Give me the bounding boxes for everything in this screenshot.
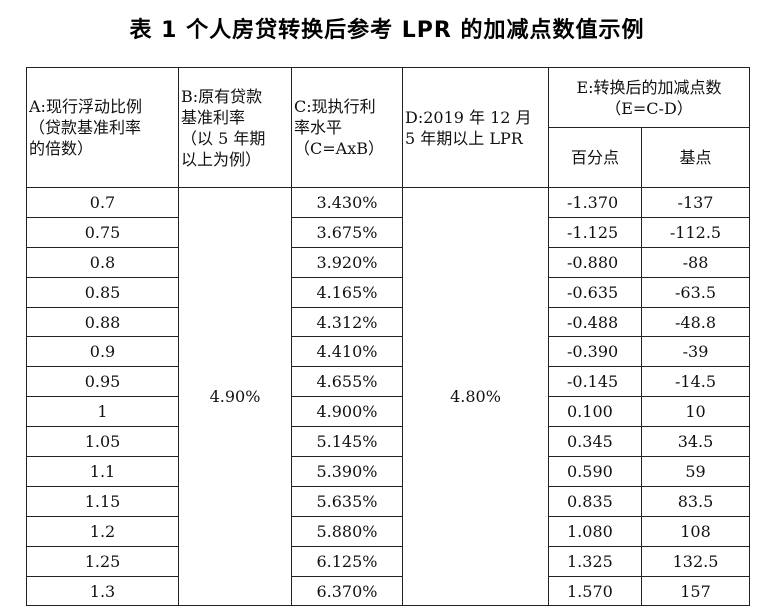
table-title: 表 1 个人房贷转换后参考 LPR 的加减点数值示例 bbox=[129, 18, 645, 43]
table-row: 0.95 4.655% -0.145 -14.5 bbox=[26, 366, 751, 398]
table-row: 0.7 4.90% 3.430% 4.80% -1.370 -137 bbox=[26, 186, 751, 607]
float-ratio-cell: 1.25 bbox=[26, 545, 179, 577]
table-row: 0.88 4.312% -0.488 -48.8 bbox=[26, 306, 751, 338]
percentage-points-cell: 0.345 bbox=[548, 426, 642, 458]
header-december-lpr: D:2019 年 12 月 5 年期以上 LPR bbox=[402, 67, 549, 188]
percentage-points-cell: 0.590 bbox=[548, 456, 642, 487]
current-rate-cell: 4.165% bbox=[291, 276, 403, 308]
percentage-points-cell: -1.125 bbox=[548, 216, 642, 248]
float-ratio-cell: 0.7 bbox=[26, 187, 179, 218]
basis-points-cell: 132.5 bbox=[640, 545, 751, 577]
current-rate-cell: 5.145% bbox=[291, 426, 403, 458]
current-rate-cell: 3.430% bbox=[291, 187, 403, 218]
percentage-points-cell: -0.880 bbox=[548, 246, 642, 278]
percentage-points-cell: -1.370 bbox=[548, 187, 642, 218]
current-rate-cell: 5.880% bbox=[291, 515, 403, 547]
base-rate-cell: 4.90% bbox=[178, 186, 292, 607]
header-basis-points: 基点 bbox=[640, 127, 751, 188]
basis-points-cell: -14.5 bbox=[640, 366, 751, 398]
table-row: 1.3 6.370% 1.570 157 bbox=[26, 575, 751, 607]
header-original-base-rate: B:原有贷款 基准利率 （以 5 年期 以上为例） bbox=[178, 67, 292, 188]
percentage-points-cell: -0.145 bbox=[548, 366, 642, 398]
basis-points-cell: -88 bbox=[640, 246, 751, 278]
float-ratio-cell: 0.75 bbox=[26, 216, 179, 248]
basis-points-cell: 59 bbox=[640, 456, 751, 487]
percentage-points-cell: 1.570 bbox=[548, 575, 642, 607]
current-rate-cell: 4.312% bbox=[291, 306, 403, 338]
table-row: 1.05 5.145% 0.345 34.5 bbox=[26, 426, 751, 458]
percentage-points-cell: -0.635 bbox=[548, 276, 642, 308]
percentage-points-cell: 1.325 bbox=[548, 545, 642, 577]
basis-points-cell: -39 bbox=[640, 336, 751, 368]
percentage-points-cell: 0.835 bbox=[548, 485, 642, 517]
float-ratio-cell: 1.05 bbox=[26, 426, 179, 458]
current-rate-cell: 4.900% bbox=[291, 396, 403, 428]
float-ratio-cell: 1.1 bbox=[26, 456, 179, 487]
header-current-rate-level: C:现执行利 率水平 （C=AxB） bbox=[291, 67, 403, 188]
float-ratio-cell: 1.3 bbox=[26, 575, 179, 607]
basis-points-cell: -63.5 bbox=[640, 276, 751, 308]
lpr-cell: 4.80% bbox=[402, 186, 549, 607]
table-row: 0.8 3.920% -0.880 -88 bbox=[26, 246, 751, 278]
table-row: 1.2 5.880% 1.080 108 bbox=[26, 515, 751, 547]
percentage-points-cell: -0.390 bbox=[548, 336, 642, 368]
basis-points-cell: -48.8 bbox=[640, 306, 751, 338]
basis-points-cell: 83.5 bbox=[640, 485, 751, 517]
basis-points-cell: 34.5 bbox=[640, 426, 751, 458]
lpr-conversion-table: A:现行浮动比例 （贷款基准利率 的倍数） B:原有贷款 基准利率 （以 5 年… bbox=[26, 67, 751, 607]
float-ratio-cell: 0.9 bbox=[26, 336, 179, 368]
table-row: 1 4.900% 0.100 10 bbox=[26, 396, 751, 428]
header-current-float-ratio: A:现行浮动比例 （贷款基准利率 的倍数） bbox=[26, 67, 179, 188]
table-row: 1.1 5.390% 0.590 59 bbox=[26, 456, 751, 487]
basis-points-cell: 10 bbox=[640, 396, 751, 428]
current-rate-cell: 6.125% bbox=[291, 545, 403, 577]
float-ratio-cell: 1.2 bbox=[26, 515, 179, 547]
float-ratio-cell: 1 bbox=[26, 396, 179, 428]
table-row: 1.25 6.125% 1.325 132.5 bbox=[26, 545, 751, 577]
float-ratio-cell: 1.15 bbox=[26, 485, 179, 517]
current-rate-cell: 3.920% bbox=[291, 246, 403, 278]
current-rate-cell: 4.410% bbox=[291, 336, 403, 368]
table-body: 0.7 4.90% 3.430% 4.80% -1.370 -137 0.75 3.675% -… bbox=[26, 186, 751, 607]
basis-points-cell: -137 bbox=[640, 187, 751, 218]
float-ratio-cell: 0.88 bbox=[26, 306, 179, 338]
table-row: 0.9 4.410% -0.390 -39 bbox=[26, 336, 751, 368]
header-percentage-points: 百分点 bbox=[548, 127, 642, 188]
float-ratio-cell: 0.95 bbox=[26, 366, 179, 398]
float-ratio-cell: 0.8 bbox=[26, 246, 179, 278]
current-rate-cell: 6.370% bbox=[291, 575, 403, 607]
float-ratio-cell: 0.85 bbox=[26, 276, 179, 308]
header-converted-spread: E:转换后的加减点数 （E=C-D） bbox=[547, 67, 751, 128]
percentage-points-cell: -0.488 bbox=[548, 306, 642, 338]
current-rate-cell: 5.390% bbox=[291, 456, 403, 487]
basis-points-cell: 157 bbox=[640, 575, 751, 607]
current-rate-cell: 5.635% bbox=[291, 485, 403, 517]
basis-points-cell: -112.5 bbox=[640, 216, 751, 248]
current-rate-cell: 4.655% bbox=[291, 366, 403, 398]
table-row: 1.15 5.635% 0.835 83.5 bbox=[26, 485, 751, 517]
percentage-points-cell: 1.080 bbox=[548, 515, 642, 547]
table-row: 0.75 3.675% -1.125 -112.5 bbox=[26, 216, 751, 248]
table-row: 0.85 4.165% -0.635 -63.5 bbox=[26, 276, 751, 308]
basis-points-cell: 108 bbox=[640, 515, 751, 547]
current-rate-cell: 3.675% bbox=[291, 216, 403, 248]
percentage-points-cell: 0.100 bbox=[548, 396, 642, 428]
